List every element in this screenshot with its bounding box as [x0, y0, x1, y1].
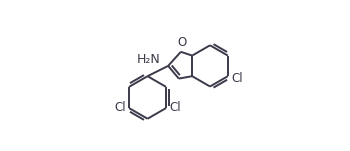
- Text: Cl: Cl: [232, 72, 243, 85]
- Text: H₂N: H₂N: [136, 53, 160, 66]
- Text: Cl: Cl: [114, 101, 126, 114]
- Text: Cl: Cl: [169, 101, 181, 114]
- Text: O: O: [177, 36, 186, 49]
